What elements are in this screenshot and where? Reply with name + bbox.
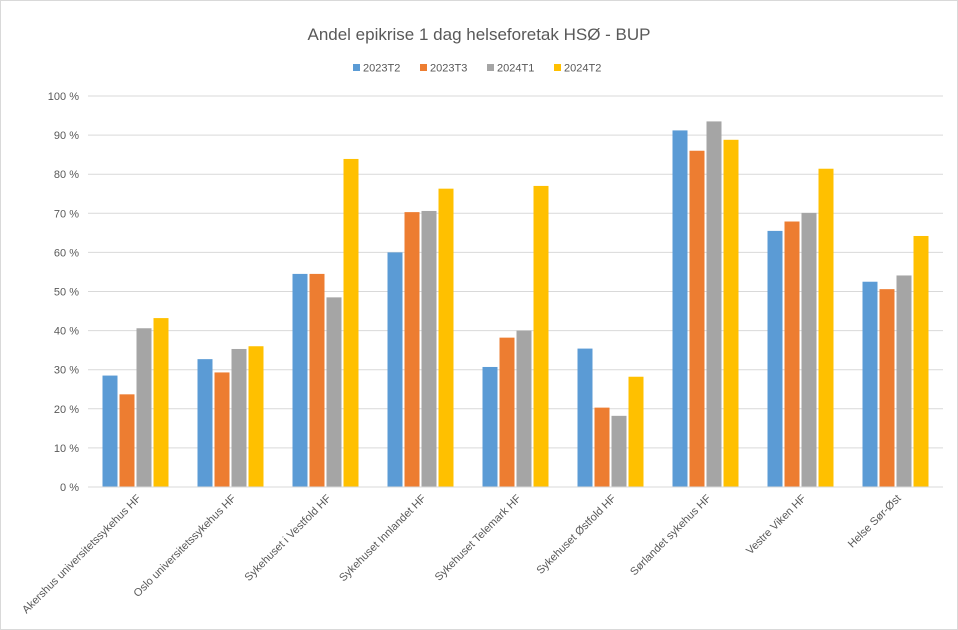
y-tick-label: 100 % bbox=[48, 91, 79, 103]
legend-swatch-2024T2 bbox=[554, 64, 561, 71]
y-tick-label: 0 % bbox=[60, 482, 79, 494]
y-tick-label: 70 % bbox=[54, 208, 79, 220]
x-tick-label: Sørlandet sykehus HF bbox=[628, 492, 714, 578]
bar-2024T1-2 bbox=[326, 297, 342, 487]
y-tick-label: 90 % bbox=[54, 130, 79, 142]
bar-2023T2-7 bbox=[767, 230, 783, 487]
y-tick-label: 20 % bbox=[54, 404, 79, 416]
legend-label: 2023T3 bbox=[430, 63, 467, 75]
x-tick-label: Sykehuset Østfold HF bbox=[534, 492, 618, 576]
bar-2023T3-4 bbox=[499, 337, 515, 487]
bar-2024T2-0 bbox=[153, 318, 169, 487]
legend: 2023T2 2023T3 2024T1 2024T2 bbox=[353, 63, 601, 75]
bar-2023T3-2 bbox=[309, 273, 325, 487]
bar-2023T3-7 bbox=[784, 221, 800, 488]
legend-swatch-2023T3 bbox=[420, 64, 427, 71]
bar-2024T2-2 bbox=[343, 158, 359, 488]
bar-2023T3-0 bbox=[119, 394, 135, 487]
x-tick-label: Vestre Viken HF bbox=[744, 492, 809, 557]
legend-swatch-2023T2 bbox=[353, 64, 360, 71]
y-tick-label: 80 % bbox=[54, 169, 79, 181]
bar-2023T2-6 bbox=[672, 130, 688, 487]
bar-2024T1-0 bbox=[136, 328, 152, 487]
bar-2023T2-1 bbox=[197, 359, 213, 487]
bar-2024T1-8 bbox=[896, 275, 912, 487]
bar-2024T1-7 bbox=[801, 212, 817, 487]
y-tick-label: 10 % bbox=[54, 443, 79, 455]
bar-2023T2-4 bbox=[482, 366, 498, 487]
legend-swatch-2024T1 bbox=[487, 64, 494, 71]
x-tick-label: Helse Sør-Øst bbox=[846, 493, 904, 551]
bar-2024T1-3 bbox=[421, 210, 437, 488]
y-tick-label: 50 % bbox=[54, 287, 79, 299]
bar-2023T3-6 bbox=[689, 150, 705, 488]
bar-2024T1-4 bbox=[516, 330, 532, 487]
bar-2024T2-6 bbox=[723, 139, 739, 488]
bars bbox=[102, 121, 929, 488]
bar-2023T3-5 bbox=[594, 407, 610, 487]
bar-2024T2-3 bbox=[438, 188, 454, 488]
bar-2023T2-0 bbox=[102, 375, 118, 487]
legend-label: 2024T1 bbox=[497, 63, 534, 75]
y-tick-label: 60 % bbox=[54, 247, 79, 259]
bar-2023T2-5 bbox=[577, 348, 593, 487]
y-tick-label: 30 % bbox=[54, 365, 79, 377]
x-tick-label: Sykehuset Innlandet HF bbox=[337, 492, 429, 584]
x-tick-label: Sykehuset i Vestfold HF bbox=[243, 492, 334, 583]
bar-2024T1-1 bbox=[231, 348, 247, 487]
bar-2024T2-4 bbox=[533, 185, 549, 487]
bar-2024T2-8 bbox=[913, 235, 929, 487]
chart-title: Andel epikrise 1 dag helseforetak HSØ - … bbox=[307, 25, 650, 44]
bar-2024T2-5 bbox=[628, 376, 644, 487]
bar-2023T3-1 bbox=[214, 372, 230, 487]
legend-label: 2024T2 bbox=[564, 63, 601, 75]
bar-2024T2-1 bbox=[248, 346, 264, 487]
y-axis-tick-labels: 0 % 10 % 20 % 30 % 40 % 50 % 60 % 70 % 80 % 90 % 1… bbox=[48, 91, 79, 494]
legend-label: 2023T2 bbox=[363, 63, 400, 75]
y-tick-label: 40 % bbox=[54, 326, 79, 338]
bar-2023T2-3 bbox=[387, 252, 403, 487]
bar-2023T2-8 bbox=[862, 281, 878, 487]
x-tick-label: Sykehuset Telemark HF bbox=[433, 492, 524, 583]
x-tick-label: Akershus universitetssykehus HF bbox=[20, 492, 144, 616]
gridlines bbox=[88, 95, 943, 449]
bar-2023T3-3 bbox=[404, 212, 420, 487]
x-tick-label: Oslo universitetssykehus HF bbox=[132, 492, 239, 599]
bar-2024T2-7 bbox=[818, 168, 834, 487]
bar-2024T1-5 bbox=[611, 415, 627, 487]
bar-2023T2-2 bbox=[292, 273, 308, 487]
bar-2024T1-6 bbox=[706, 121, 722, 487]
bar-2023T3-8 bbox=[879, 289, 895, 487]
